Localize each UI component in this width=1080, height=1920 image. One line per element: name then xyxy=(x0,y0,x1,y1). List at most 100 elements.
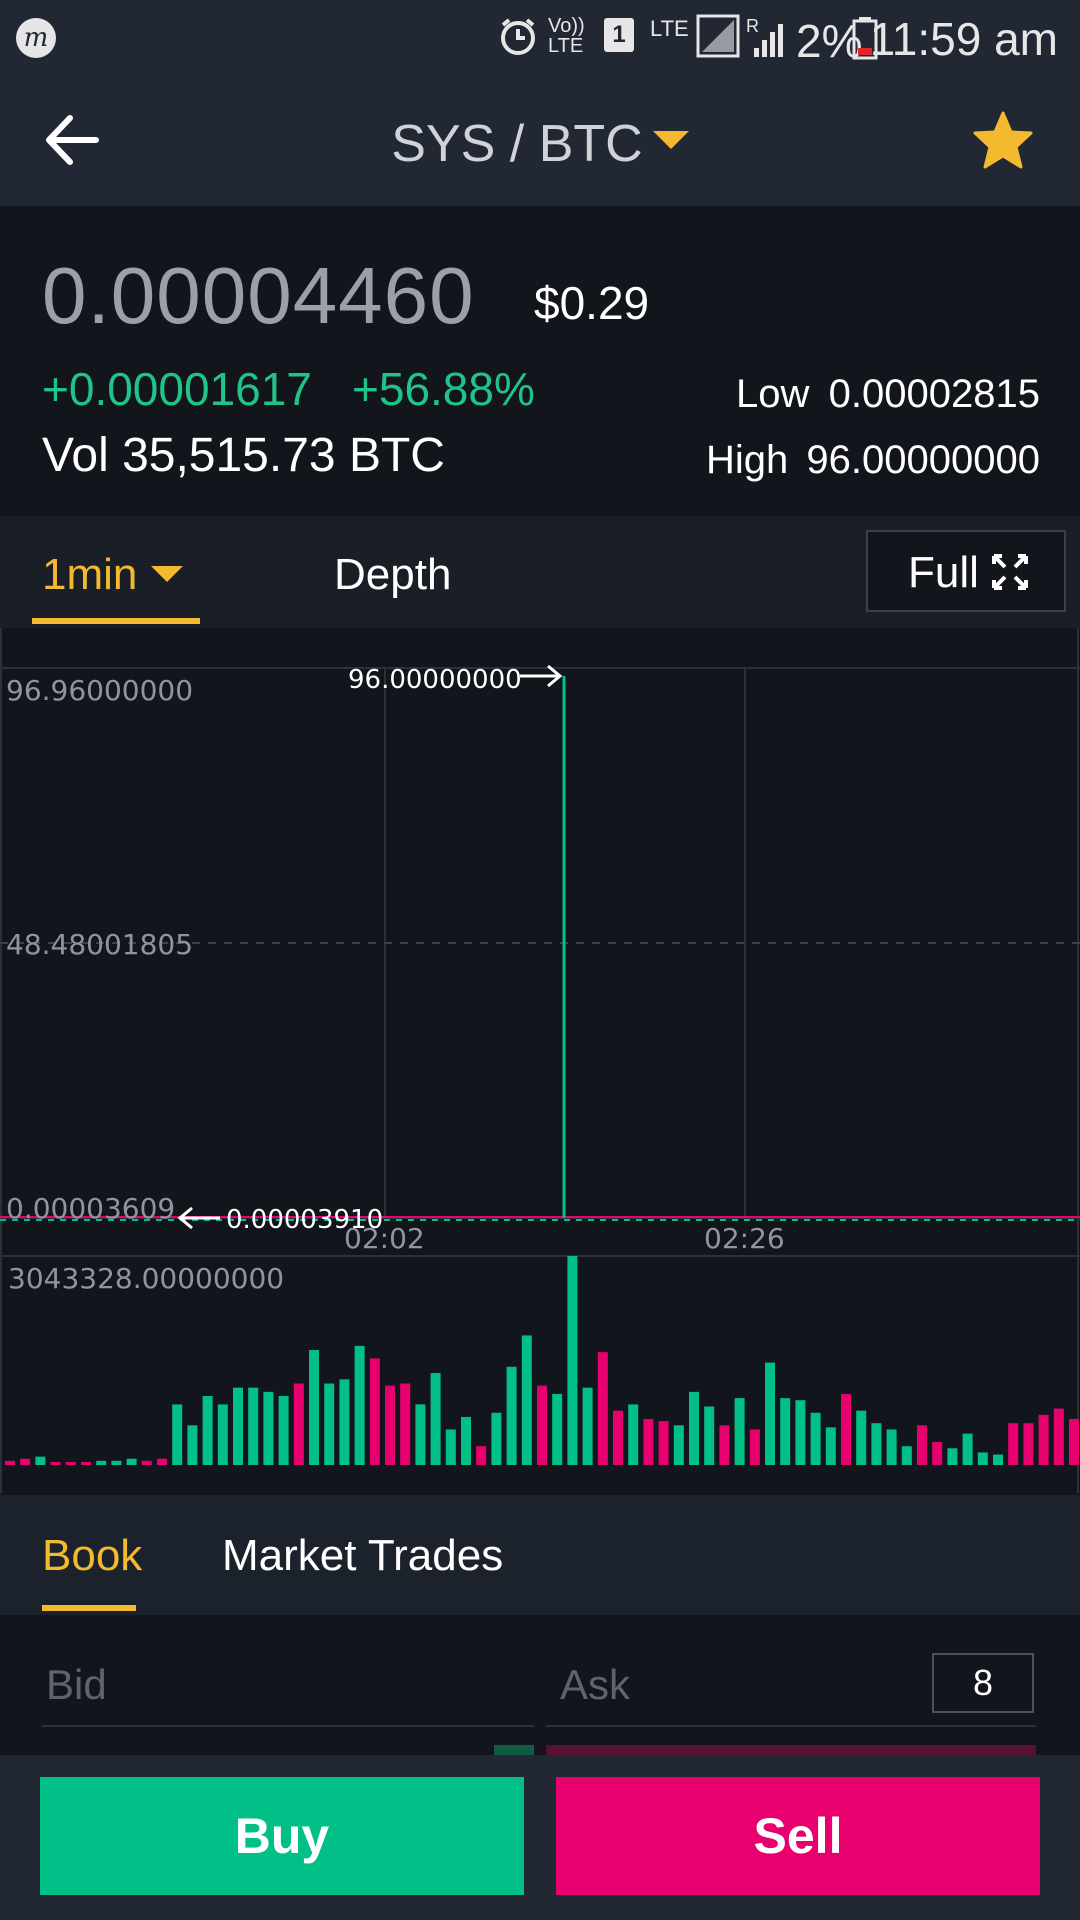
star-icon[interactable] xyxy=(972,110,1034,172)
active-tab-indicator xyxy=(42,1605,136,1611)
volume-bar xyxy=(1008,1423,1019,1465)
ask-header: Ask xyxy=(560,1661,631,1708)
volume-bar xyxy=(20,1458,31,1465)
volume-bar xyxy=(780,1398,791,1465)
volume-bar xyxy=(293,1383,304,1465)
volume-bar xyxy=(628,1404,639,1465)
tab-interval[interactable]: 1min xyxy=(42,550,184,600)
volume-bar xyxy=(689,1391,699,1465)
pair-label: SYS / BTC xyxy=(391,115,643,173)
volume-bar xyxy=(50,1462,61,1465)
time-label-2: 02:26 xyxy=(704,1222,785,1255)
fullscreen-label: Full xyxy=(908,548,979,597)
volume-bar xyxy=(871,1423,882,1465)
volume-bar xyxy=(126,1458,137,1465)
volume-bar xyxy=(369,1358,380,1465)
price-axis-top: 96.96000000 xyxy=(6,674,193,707)
header-bar: SYS / BTC xyxy=(0,76,1080,206)
volume-bar xyxy=(932,1442,943,1465)
volume-bar xyxy=(172,1404,183,1465)
bid-depth-bar xyxy=(494,1745,534,1755)
volume-bars xyxy=(5,1256,1079,1465)
tab-book[interactable]: Book xyxy=(42,1531,143,1580)
volume-bar xyxy=(658,1421,669,1465)
tab-depth[interactable]: Depth xyxy=(334,550,452,599)
volume-bar xyxy=(810,1412,821,1465)
price-change: +0.00001617 xyxy=(42,363,312,415)
divider xyxy=(42,1725,534,1727)
volume-bar xyxy=(141,1460,152,1465)
min-price-annotation: 0.00003910 xyxy=(226,1205,383,1235)
price-axis-bottom: 0.00003609 xyxy=(6,1192,175,1225)
volume-bar xyxy=(841,1393,851,1465)
depth-selector[interactable]: 8 xyxy=(932,1653,1034,1713)
volume-bar xyxy=(719,1425,730,1465)
volume-bar xyxy=(5,1460,15,1465)
price-chart[interactable]: 96.96000000 48.48001805 0.00003609 96.00… xyxy=(0,628,1080,1493)
roaming-label: R xyxy=(746,16,759,36)
pair-selector[interactable]: SYS / BTC xyxy=(0,114,1080,174)
min-arrow-icon xyxy=(177,1206,220,1230)
tab-market-trades[interactable]: Market Trades xyxy=(222,1531,504,1580)
volume-bar xyxy=(324,1383,335,1465)
chart-canvas: 96.96000000 48.48001805 0.00003609 96.00… xyxy=(0,628,1080,1493)
fullscreen-button[interactable]: Full xyxy=(866,530,1066,612)
interval-label: 1min xyxy=(42,550,138,599)
volume-bar xyxy=(917,1425,927,1465)
volume-bar xyxy=(567,1256,578,1465)
sim-indicator: 1 xyxy=(604,18,634,52)
volume-bar xyxy=(65,1462,76,1465)
price-panel: 0.00004460 $0.29 +0.00001617 +56.88% Vol… xyxy=(0,206,1080,516)
dropdown-caret-icon xyxy=(151,566,184,583)
volume-bar xyxy=(1023,1423,1034,1465)
battery-percent: 2% xyxy=(796,15,863,67)
volume-bar xyxy=(886,1429,897,1465)
signal-2-icon xyxy=(754,24,783,57)
volume-bar xyxy=(111,1460,122,1465)
volume-bar xyxy=(476,1446,487,1465)
high-value: 96.00000000 xyxy=(806,438,1040,482)
max-price-annotation: 96.00000000 xyxy=(348,665,522,695)
status-bar: m Vo)) LTE 1 LTE R 2% 11:59 am xyxy=(0,0,1080,76)
volume-bar xyxy=(491,1412,502,1465)
volume-bar xyxy=(795,1400,806,1465)
clock: 11:59 am xyxy=(869,13,1058,65)
bid-header: Bid xyxy=(46,1661,107,1708)
volte-label: Vo)) LTE xyxy=(548,15,585,57)
order-book: Bid Ask 8 xyxy=(0,1615,1080,1755)
chart-tab-bar: 1min Depth Full xyxy=(0,516,1080,628)
volume-axis-top: 3043328.00000000 xyxy=(8,1262,284,1295)
volume-bar xyxy=(993,1454,1003,1465)
volume-bar xyxy=(734,1398,745,1465)
volume-bar xyxy=(96,1460,107,1465)
volume-bar xyxy=(385,1385,395,1465)
expand-icon xyxy=(992,554,1028,590)
high-label: High xyxy=(706,438,789,482)
alarm-icon xyxy=(501,18,535,55)
volume-bar xyxy=(217,1404,228,1465)
sell-button[interactable]: Sell xyxy=(556,1777,1040,1895)
volume-bar xyxy=(81,1462,91,1465)
volume-bar xyxy=(597,1352,608,1465)
volume-bar xyxy=(445,1429,456,1465)
volume-bar xyxy=(430,1373,441,1465)
volume-bar xyxy=(400,1383,411,1465)
buy-button[interactable]: Buy xyxy=(40,1777,524,1895)
volume-bar xyxy=(248,1387,259,1465)
ask-depth-bar xyxy=(546,1745,1036,1755)
low-label: Low xyxy=(736,372,810,416)
action-bar: Buy Sell xyxy=(0,1755,1080,1920)
volume-bar xyxy=(233,1387,243,1465)
volume-bar xyxy=(415,1404,426,1465)
max-arrow-icon xyxy=(520,664,563,688)
volume-bar xyxy=(506,1366,517,1465)
low-value: 0.00002815 xyxy=(828,372,1040,416)
divider xyxy=(546,1725,1036,1727)
volume-bar xyxy=(613,1410,623,1465)
back-arrow-icon[interactable] xyxy=(44,114,100,166)
volume-bar xyxy=(901,1446,912,1465)
volume-bar xyxy=(309,1350,319,1465)
usd-price: $0.29 xyxy=(534,277,650,329)
signal-icon xyxy=(696,14,740,58)
volume-bar xyxy=(825,1427,836,1465)
